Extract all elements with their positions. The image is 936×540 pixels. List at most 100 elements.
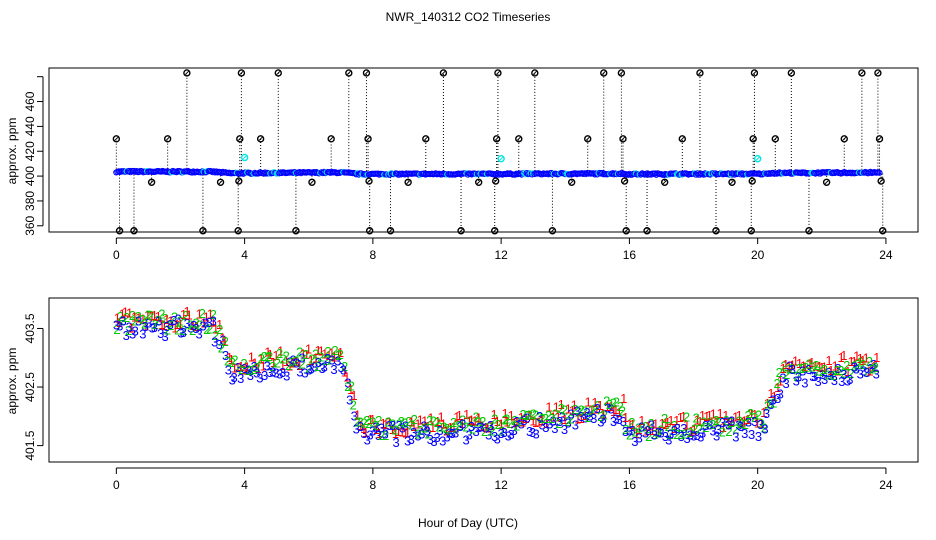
series-1-label: 1 [385,414,392,429]
series-3-label: 3 [269,365,276,380]
series-3-label: 3 [485,427,492,442]
series-3-label: 3 [725,418,732,433]
series-2-label: 2 [335,348,342,363]
series-2-label: 2 [761,420,768,435]
series-2-label: 2 [488,423,495,438]
series-2-label: 2 [564,414,571,429]
spike-point [712,227,720,235]
series-1-label: 1 [739,416,746,431]
series-3-label: 3 [769,393,776,408]
series-2-label: 2 [322,353,329,368]
series-3-label: 3 [487,418,494,433]
series-3-label: 3 [414,429,421,444]
series-1-label: 1 [645,419,652,434]
series-1-label: 1 [221,334,228,349]
series-1-label: 1 [633,426,640,441]
series-1-label: 1 [307,353,314,368]
series-3-label: 3 [500,425,507,440]
spike-point [474,178,483,187]
series-2-label: 2 [805,356,812,371]
series-3-label: 3 [838,374,845,389]
series-3-label: 3 [678,429,685,444]
series-2-label: 2 [793,369,800,384]
series-3-label: 3 [687,428,694,443]
series-3-label: 3 [853,361,860,376]
series-3-label: 3 [559,409,566,424]
series-1-label: 1 [283,354,290,369]
series-3-label: 3 [763,406,770,421]
spike-point [364,135,372,143]
series-2-label: 2 [240,356,247,371]
series-1-label: 1 [638,413,645,428]
series-1-label: 1 [498,417,505,432]
series-3-label: 3 [821,372,828,387]
series-2-label: 2 [421,421,428,436]
series-3-label: 3 [241,361,248,376]
series-1-label: 1 [837,350,844,365]
series-1-label: 1 [160,318,167,333]
series-1-label: 1 [754,415,761,430]
series-1-label: 1 [443,424,450,439]
series-3-label: 3 [261,368,268,383]
series-2-label: 2 [758,416,765,431]
series-1-label: 1 [447,420,454,435]
series-3-label: 3 [210,314,217,329]
spike-point [748,177,756,185]
spike-point-slash [364,71,369,75]
series-2-label: 2 [187,317,194,332]
series-1-label: 1 [806,357,813,372]
series-2-label: 2 [702,420,709,435]
series-2-label: 2 [700,414,707,429]
spike-point [787,69,796,77]
series-1-label: 1 [337,345,344,360]
series-1-label: 1 [771,389,778,404]
series-1-label: 1 [519,415,526,430]
series-3-label: 3 [443,429,450,444]
spike-point-slash [149,180,154,185]
series-1-label: 1 [163,312,170,327]
spike-point-slash [714,228,718,233]
series-3-label: 3 [590,411,597,426]
bottom-y-axis-label: approx. ppm [5,348,19,415]
series-3-label: 3 [321,359,328,374]
series-1-label: 1 [760,405,767,420]
series-3-label: 3 [311,360,318,375]
series-1-label: 1 [189,318,196,333]
series-3-label: 3 [360,426,367,441]
series-3-label: 3 [202,316,209,331]
top-x-axis: 0 4 8 12 16 20 24 [113,237,893,262]
series-1-label: 1 [554,410,561,425]
series-2-label: 2 [673,427,680,442]
series-2-label: 2 [229,355,236,370]
series-2-label: 2 [789,361,796,376]
series-1-label: 1 [571,397,578,412]
series-1-label: 1 [468,412,475,427]
series-1-label: 1 [279,358,286,373]
series-1-label: 1 [139,312,146,327]
series-1-label: 1 [200,316,207,331]
top-baseline-points [113,167,883,178]
series-2-label: 2 [719,425,726,440]
series-1-label: 1 [122,305,129,320]
series-2-label: 2 [585,410,592,425]
series-2-label: 2 [269,359,276,374]
series-3-label: 3 [572,418,579,433]
spike-point [771,135,780,143]
spike-point-slash [750,179,755,184]
series-2-label: 2 [415,427,422,442]
series-3-label: 3 [286,354,293,369]
series-3-label: 3 [206,315,213,330]
series-2-label: 2 [766,396,773,411]
series-1-label: 1 [264,345,271,360]
series-3-label: 3 [827,368,834,383]
series-2-label: 2 [196,317,203,332]
series-2-label: 2 [408,417,415,432]
top-plot-frame [48,67,919,233]
series-3-label: 3 [610,414,617,429]
series-1-label: 1 [732,409,739,424]
spike-point-slash [114,136,119,141]
series-3-label: 3 [264,358,271,373]
series-3-label: 3 [498,426,505,441]
spike-point-slash [752,71,757,75]
series-1-label: 1 [767,386,774,401]
